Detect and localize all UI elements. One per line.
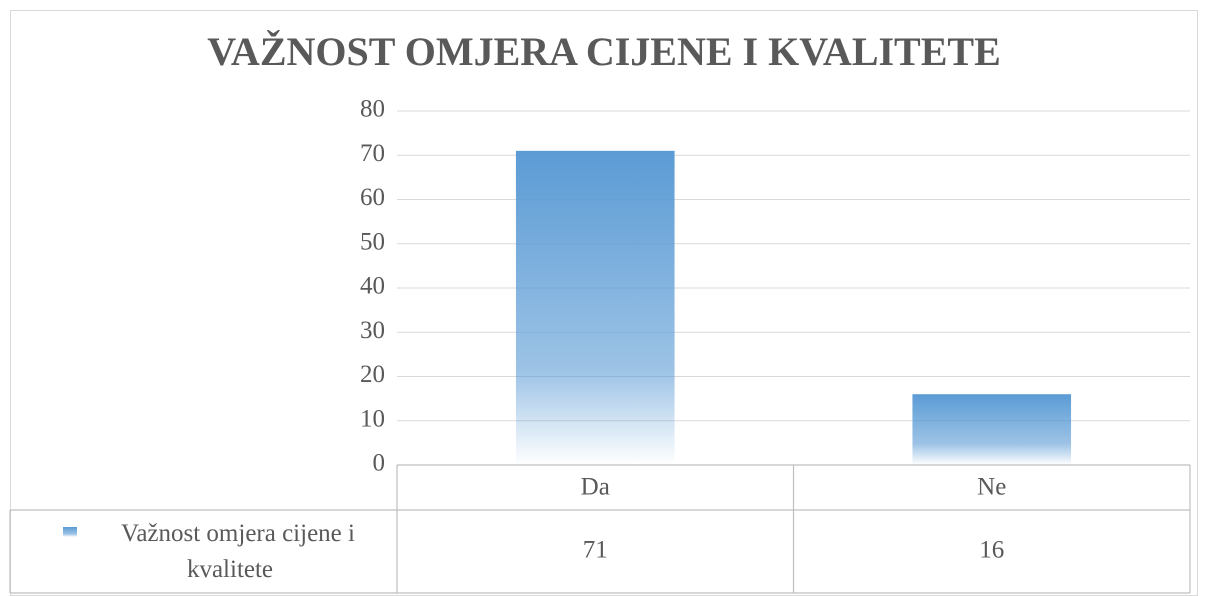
bar <box>912 394 1072 465</box>
y-tick-label: 50 <box>360 228 385 255</box>
x-tick-label: Da <box>581 474 610 501</box>
y-tick-label: 0 <box>373 450 386 477</box>
x-tick-label: Ne <box>977 474 1006 501</box>
y-tick-label: 70 <box>360 140 385 167</box>
legend-label: Važnost omjera cijene i kvalitete <box>121 520 355 583</box>
chart-title: VAŽNOST OMJERA CIJENE I KVALITETE <box>207 29 1001 74</box>
table-value: 16 <box>979 537 1004 564</box>
bar <box>515 150 675 465</box>
y-tick-label: 30 <box>360 317 385 344</box>
y-tick-label: 20 <box>360 361 385 388</box>
y-tick-label: 80 <box>360 96 385 123</box>
table-value: 71 <box>583 537 608 564</box>
y-tick-label: 10 <box>360 405 385 432</box>
legend-key <box>63 527 77 537</box>
y-tick-label: 60 <box>360 184 385 211</box>
y-tick-label: 40 <box>360 273 385 300</box>
